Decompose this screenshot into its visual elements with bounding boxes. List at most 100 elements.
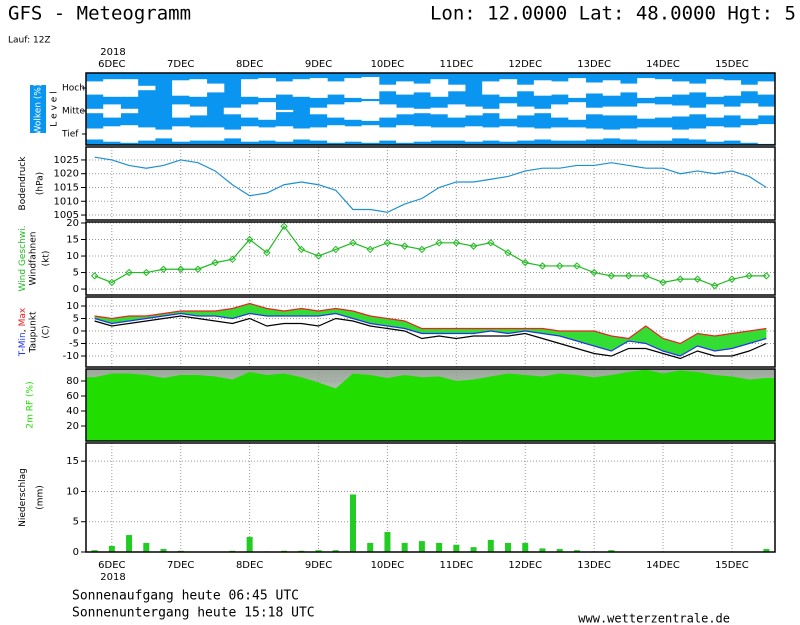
cloud-block [533,108,552,114]
y-tick-label: 0 [73,547,79,558]
cloud-block [206,83,225,93]
cloud-block [361,125,380,143]
point-marker [573,262,581,270]
range-fill [94,303,767,356]
y-tick-label: 40 [66,406,79,417]
cloud-block [241,126,259,142]
bar [126,535,133,552]
bar [453,544,460,552]
y-tick-label: 5 [73,517,79,528]
x-tick-label: 7DEC [167,560,194,571]
point-marker [676,275,684,283]
cloud-block [602,106,621,116]
cloud-block [637,103,655,119]
x-tick-label: 10DEC [371,560,405,571]
cloud-block [430,107,449,115]
cloud-block [120,125,139,143]
cloud-block [516,84,535,92]
location: Lon: 12.0000 Lat: 48.0000 Hgt: 5 [430,3,796,25]
run-time: Lauf: 12Z [8,36,51,46]
cloud-block [275,126,294,142]
cloud-block [585,107,604,115]
point-marker [349,239,357,247]
bar [556,548,563,552]
cloud-block [344,126,363,142]
cloud-block [602,80,621,96]
x-tick-label: 10DEC [371,59,405,70]
y-tick-label: 0 [73,326,79,337]
legend-entry: T-Min [18,332,28,357]
cloud-block [241,79,259,97]
cloud-block [86,128,104,140]
point-marker [211,258,219,267]
cloud-block [172,104,190,118]
y-axis-title: Niederschlag [18,468,28,527]
cloud-block [344,78,363,98]
cloud-block [86,108,104,114]
point-marker [555,262,564,270]
x-tick-label: 12DEC [508,560,542,571]
panel-frame [85,146,776,221]
panel-frame [85,368,776,442]
bar [160,548,167,552]
y-tick-label: -5 [69,339,79,350]
cloud-block [568,78,587,98]
cloud-block [723,106,742,116]
bar [763,548,770,552]
y-tick-label: 10 [66,486,79,497]
point-marker [538,262,547,270]
point-marker [314,252,323,260]
point-marker [624,272,633,280]
cloud-block [206,127,225,141]
level-label: Tief [61,130,79,140]
cloud-block [482,108,500,114]
point-marker [297,245,306,254]
point-marker [659,278,667,287]
page-title: GFS - Meteogramm [8,3,191,25]
cloud-block [533,128,552,140]
cloud-block [688,128,707,140]
cloud-block [499,103,518,119]
cloud-block [189,79,208,97]
point-marker [590,268,598,277]
cloud-block [258,102,276,120]
series-line [94,302,767,345]
panel-frame [85,296,776,368]
cloud-block [189,127,208,141]
cloud-block [516,127,535,141]
sunrise: Sonnenaufgang heute 06:45 UTC [72,589,299,604]
cloud-block [447,127,466,141]
y-axis-title: Bodendruck [18,156,28,211]
cloud-block [499,126,518,142]
cloud-block [292,128,311,140]
cloud-block [723,127,742,141]
cloud-block [344,102,363,120]
x-tick-label: 9DEC [305,560,332,571]
source: www.wetterzentrale.de [578,612,730,625]
point-marker [711,282,719,290]
cloud-block [309,78,328,98]
cloud-block [740,84,759,92]
cloud-block [86,81,104,95]
cloud-block [516,106,535,116]
point-marker [435,239,443,247]
cloud-block [671,81,690,95]
y-axis-title: T-Min, Max [18,307,28,357]
cloud-block [706,79,724,97]
series-line [94,156,767,213]
cloud-block [706,126,724,142]
point-marker [504,249,512,257]
cloud-block [757,81,776,95]
point-marker [108,278,116,287]
bar [332,550,339,552]
point-marker [263,249,271,257]
cloud-block [585,128,604,140]
bar [522,542,529,552]
area [86,369,775,441]
point-marker [607,272,616,280]
point-marker [487,239,495,247]
bar [384,532,391,552]
point-marker [90,272,99,280]
cloud-block [378,84,397,92]
